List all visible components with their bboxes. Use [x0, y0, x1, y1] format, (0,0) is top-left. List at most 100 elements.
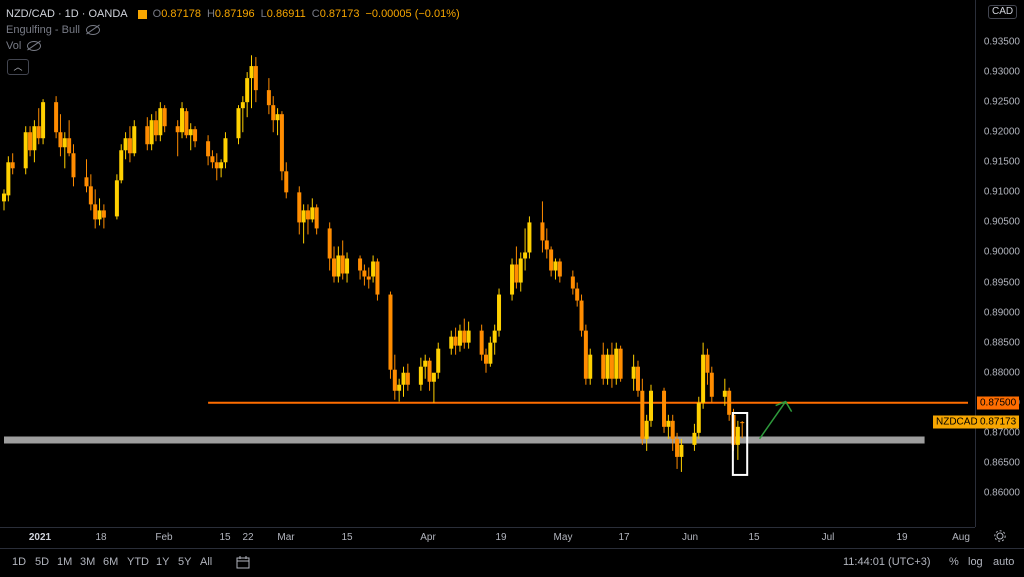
settings-gear-icon[interactable] — [994, 530, 1006, 545]
candle-body — [557, 261, 562, 277]
time-tick-label: 17 — [618, 532, 630, 543]
candle-body — [488, 342, 493, 364]
candle-body — [36, 126, 41, 139]
legend-indicator-row[interactable]: Engulfing - Bull — [6, 22, 460, 38]
time-tick-label: 15 — [219, 532, 231, 543]
candle-body — [518, 258, 523, 283]
candle-body — [6, 162, 11, 196]
highlight-box — [731, 411, 749, 476]
candle-body — [544, 240, 549, 250]
candle-body — [605, 354, 610, 379]
candle-body — [614, 348, 619, 379]
candle-body — [371, 261, 376, 277]
time-axis[interactable]: 2021 18 Feb 15 22 Mar 15 Apr 19 May 17 Jun 15 Jul 19 Au… — [0, 527, 975, 549]
chart-legend: NZD/CAD · 1D · OANDA O0.87178 H0.87196 L… — [6, 6, 460, 54]
price-tick-label: 0.87000 — [983, 427, 1020, 439]
candle-body — [279, 114, 284, 172]
candle-body — [314, 207, 319, 229]
candle-body — [58, 132, 63, 148]
range-button-5d[interactable]: 5D — [35, 556, 50, 568]
candle-body — [662, 390, 667, 427]
price-tick-label: 0.92500 — [983, 96, 1020, 108]
candle-body — [540, 222, 545, 241]
price-tick-label: 0.93500 — [983, 36, 1020, 48]
price-tick-label: 0.86500 — [983, 457, 1020, 469]
range-button-1m[interactable]: 1M — [57, 556, 73, 568]
candle-body — [649, 390, 654, 421]
price-tick-label: 0.90500 — [983, 216, 1020, 228]
candle-body — [640, 390, 645, 439]
ohlc-open: O0.87178 — [152, 8, 201, 20]
candle-body — [527, 222, 532, 253]
candle-body — [579, 300, 584, 331]
range-button-all[interactable]: All — [200, 556, 213, 568]
candle-body — [401, 372, 406, 385]
candle-body — [114, 180, 119, 217]
candle-body — [175, 126, 180, 133]
symbol-title[interactable]: NZD/CAD · 1D · OANDA — [6, 8, 128, 20]
range-button-5y[interactable]: 5Y — [178, 556, 192, 568]
candle-body — [575, 288, 580, 301]
time-tick-label: 22 — [242, 532, 254, 543]
auto-toggle[interactable]: auto — [993, 556, 1015, 568]
percent-toggle[interactable]: % — [949, 556, 959, 568]
candle-body — [375, 261, 380, 295]
candle-body — [245, 78, 250, 103]
range-button-6m[interactable]: 6M — [103, 556, 119, 568]
range-button-1d[interactable]: 1D — [12, 556, 27, 568]
candle-body — [162, 108, 167, 127]
candle-body — [193, 129, 198, 142]
candle-body — [310, 207, 315, 220]
chart-area[interactable]: NZD/CAD · 1D · OANDA O0.87178 H0.87196 L… — [0, 0, 975, 527]
candle-body — [336, 255, 341, 277]
candle-body — [67, 138, 72, 154]
candle-body — [644, 420, 649, 439]
legend-volume-row[interactable]: Vol — [6, 38, 460, 54]
candle-body — [145, 126, 150, 145]
time-tick-label: Jul — [821, 532, 835, 543]
candle-body — [601, 354, 606, 379]
time-tick-label: Feb — [155, 532, 173, 543]
candle-body — [297, 192, 302, 223]
candle-body — [405, 372, 410, 385]
collapse-legend-button[interactable]: ︿ — [7, 59, 29, 75]
candle-body — [62, 138, 67, 148]
candle-body — [514, 264, 519, 283]
candle-body — [10, 162, 15, 169]
calendar-icon[interactable] — [236, 556, 250, 572]
indicator-name[interactable]: Engulfing - Bull — [6, 24, 80, 36]
volume-label[interactable]: Vol — [6, 40, 22, 52]
range-button-3m[interactable]: 3M — [80, 556, 96, 568]
candle-body — [392, 369, 397, 391]
candle-body — [553, 261, 558, 271]
candle-body — [423, 360, 428, 367]
candle-body — [362, 270, 367, 277]
eye-hidden-icon[interactable] — [86, 25, 100, 35]
clock-time[interactable]: 11:44:01 (UTC+3) — [843, 556, 931, 568]
symbol-price-tag: NZDCAD — [933, 415, 981, 429]
range-button-1y[interactable]: 1Y — [156, 556, 170, 568]
log-toggle[interactable]: log — [968, 556, 983, 568]
currency-badge[interactable]: CAD — [988, 5, 1018, 19]
candle-body — [41, 102, 46, 139]
candle-body — [609, 354, 614, 379]
time-tick-label: 18 — [95, 532, 107, 543]
candle-body — [635, 366, 640, 391]
candle-body — [510, 264, 515, 295]
last-price-tag: 0.87173 — [977, 415, 1020, 429]
candle-body — [696, 402, 701, 433]
price-tick-label: 0.93000 — [983, 66, 1020, 78]
candle-body — [149, 120, 154, 145]
price-chart[interactable] — [0, 0, 975, 527]
price-tick-label: 0.92000 — [983, 126, 1020, 138]
candle-body — [219, 162, 224, 169]
candle-body — [158, 108, 163, 136]
price-tick-label: 0.91500 — [983, 156, 1020, 168]
range-button-ytd[interactable]: YTD — [127, 556, 149, 568]
price-axis[interactable]: 0.93500 0.93000 0.92500 0.92000 0.91500 0.910… — [975, 0, 1024, 527]
candle-body — [180, 108, 185, 133]
candle-body — [479, 330, 484, 355]
time-tick-label: 19 — [896, 532, 908, 543]
candle-body — [631, 366, 636, 379]
eye-hidden-icon[interactable] — [27, 41, 42, 51]
